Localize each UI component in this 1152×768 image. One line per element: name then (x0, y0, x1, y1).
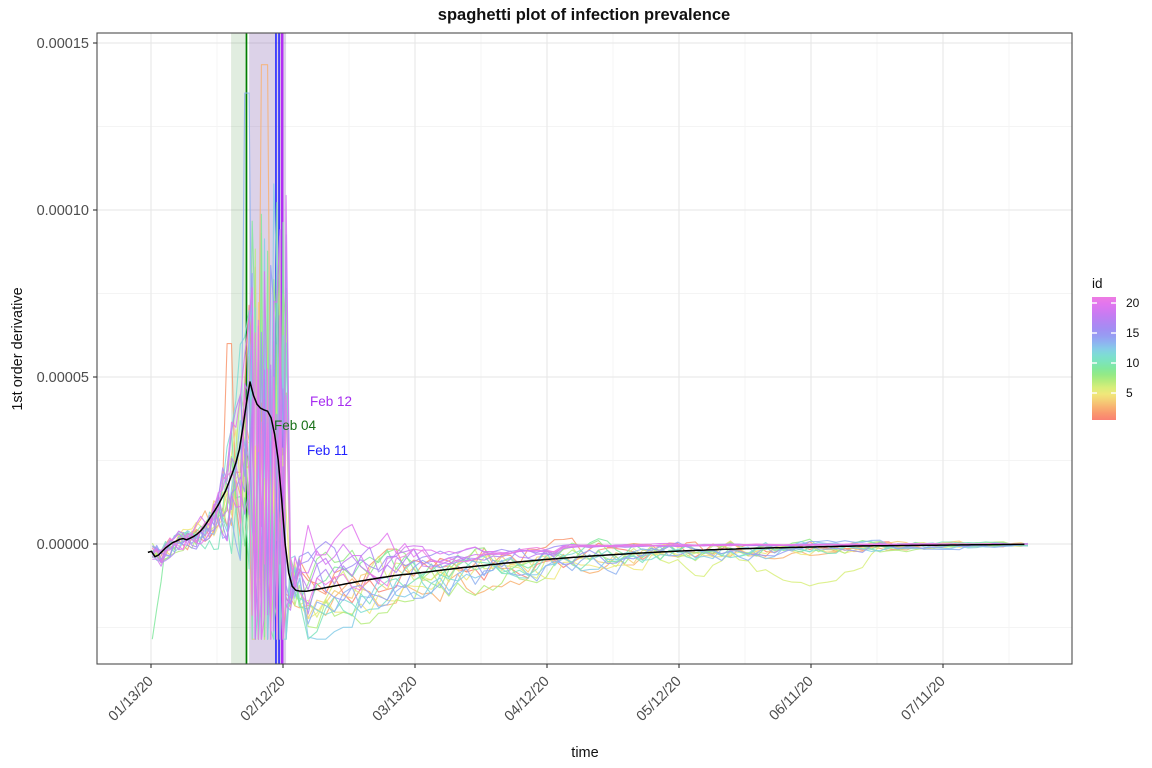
x-tick-label: 04/12/20 (502, 674, 553, 725)
x-tick-label: 06/11/20 (766, 674, 816, 724)
legend-tick-label: 10 (1126, 356, 1140, 370)
series-id-6 (151, 250, 1028, 640)
plot-title: spaghetti plot of infection prevalence (438, 6, 730, 24)
x-tick-label: 03/13/20 (370, 674, 421, 725)
x-tick-label: 07/11/20 (898, 674, 948, 724)
y-tick-label: 0.00010 (37, 203, 89, 219)
annotation-feb-12: Feb 12 (310, 394, 352, 409)
y-tick-label: 0.00005 (37, 370, 89, 386)
panel-border (96, 32, 1073, 665)
legend-tick-label: 20 (1126, 296, 1140, 310)
x-tick-label: 05/12/20 (634, 674, 685, 725)
mean-line-path (147, 381, 1025, 593)
date-annotations: Feb 12 Feb 04 Feb 11 (274, 394, 352, 458)
y-tick-label: 0.00015 (37, 36, 89, 52)
legend-colorbar (1092, 297, 1116, 420)
annotation-feb-04: Feb 04 (274, 418, 317, 433)
legend-tick-label: 15 (1126, 326, 1140, 340)
x-axis-title: time (571, 745, 598, 761)
annotation-feb-11: Feb 11 (307, 443, 348, 458)
y-axis-title: 1st order derivative (10, 287, 26, 410)
legend-tick-label: 5 (1126, 386, 1133, 400)
legend: id 20 15 10 5 (1092, 276, 1140, 420)
series-id-20 (151, 332, 1028, 640)
green-band (231, 33, 247, 664)
axis-ticks-and-labels: 0.00000 0.00005 0.00010 0.00015 01/13/20 02/1… (37, 36, 949, 725)
x-tick-label: 01/13/20 (106, 674, 157, 725)
legend-title: id (1092, 276, 1103, 291)
x-tick-label: 02/12/20 (238, 674, 289, 725)
mean-line (147, 381, 1025, 593)
legend-tick-labels: 20 15 10 5 (1092, 296, 1140, 400)
y-tick-label: 0.00000 (37, 537, 89, 553)
series-id-13 (151, 92, 1028, 625)
